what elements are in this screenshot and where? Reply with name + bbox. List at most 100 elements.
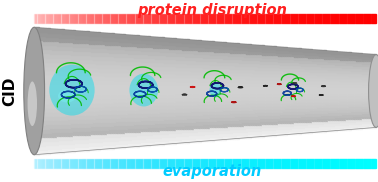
Bar <box>77 99 80 103</box>
Bar <box>77 91 80 95</box>
Bar <box>265 85 267 88</box>
Bar <box>317 55 319 58</box>
Bar <box>169 119 171 123</box>
Bar <box>80 147 82 151</box>
Bar <box>150 69 153 73</box>
Bar <box>340 73 342 75</box>
Bar <box>372 84 374 86</box>
Bar <box>321 56 324 58</box>
Bar <box>290 80 292 82</box>
Bar <box>157 14 158 23</box>
Bar <box>46 41 48 45</box>
Bar <box>148 91 150 95</box>
Bar <box>308 72 310 74</box>
Bar <box>46 141 48 145</box>
Bar <box>374 96 376 98</box>
Bar <box>262 130 265 133</box>
Bar <box>215 14 217 23</box>
Bar <box>372 113 374 116</box>
Bar <box>350 14 351 23</box>
Bar <box>109 145 112 149</box>
Bar <box>301 66 303 68</box>
Bar <box>55 91 57 95</box>
Bar <box>153 77 155 80</box>
Bar <box>144 40 146 43</box>
Bar <box>162 70 164 73</box>
Bar <box>232 120 235 123</box>
Bar <box>290 108 292 111</box>
Bar <box>235 110 237 113</box>
Bar <box>112 41 114 45</box>
Bar <box>324 50 326 53</box>
Bar <box>116 68 119 72</box>
Bar <box>87 71 89 75</box>
Bar <box>39 74 41 78</box>
Bar <box>312 99 314 102</box>
Bar <box>356 91 358 94</box>
Bar <box>328 88 330 91</box>
Bar <box>363 88 365 91</box>
Bar <box>104 159 105 168</box>
Bar <box>110 159 112 168</box>
Bar <box>370 159 372 168</box>
Bar <box>285 14 286 23</box>
Bar <box>48 128 50 133</box>
Bar <box>57 79 59 83</box>
Bar <box>183 14 184 23</box>
Bar <box>251 125 253 128</box>
Bar <box>109 80 112 83</box>
Bar <box>212 61 214 65</box>
Bar <box>232 72 235 75</box>
Bar <box>53 83 55 87</box>
Bar <box>294 120 296 122</box>
Bar <box>91 107 93 111</box>
Bar <box>326 78 328 80</box>
Bar <box>180 140 182 143</box>
Bar <box>351 122 353 124</box>
Bar <box>337 120 340 123</box>
Bar <box>321 99 324 102</box>
Bar <box>135 50 137 54</box>
Bar <box>214 137 217 140</box>
Bar <box>316 159 317 168</box>
Bar <box>203 104 205 108</box>
Bar <box>363 68 365 71</box>
Bar <box>114 159 115 168</box>
Bar <box>242 50 244 53</box>
Bar <box>48 14 49 23</box>
Bar <box>223 72 226 75</box>
Bar <box>285 56 287 59</box>
Bar <box>36 44 39 49</box>
Bar <box>153 116 155 120</box>
Bar <box>75 107 77 111</box>
Bar <box>187 84 189 88</box>
Bar <box>39 53 41 57</box>
Bar <box>184 53 187 57</box>
Bar <box>141 76 144 80</box>
Bar <box>102 126 105 130</box>
Bar <box>68 79 71 83</box>
Bar <box>55 41 57 46</box>
Bar <box>34 40 36 44</box>
Bar <box>335 67 337 70</box>
Bar <box>155 55 157 59</box>
Bar <box>112 49 114 53</box>
Bar <box>192 43 194 47</box>
Bar <box>310 102 312 105</box>
Bar <box>292 14 293 23</box>
Bar <box>205 101 208 104</box>
Bar <box>321 58 324 61</box>
Bar <box>214 107 217 111</box>
Bar <box>105 145 107 149</box>
Bar <box>324 99 326 102</box>
Bar <box>34 74 36 78</box>
Bar <box>164 84 166 87</box>
Bar <box>351 88 353 91</box>
Bar <box>340 99 342 102</box>
Bar <box>141 91 144 95</box>
Bar <box>217 130 219 134</box>
Bar <box>232 136 235 139</box>
Bar <box>296 100 299 102</box>
Bar <box>317 127 319 129</box>
Bar <box>80 39 82 43</box>
